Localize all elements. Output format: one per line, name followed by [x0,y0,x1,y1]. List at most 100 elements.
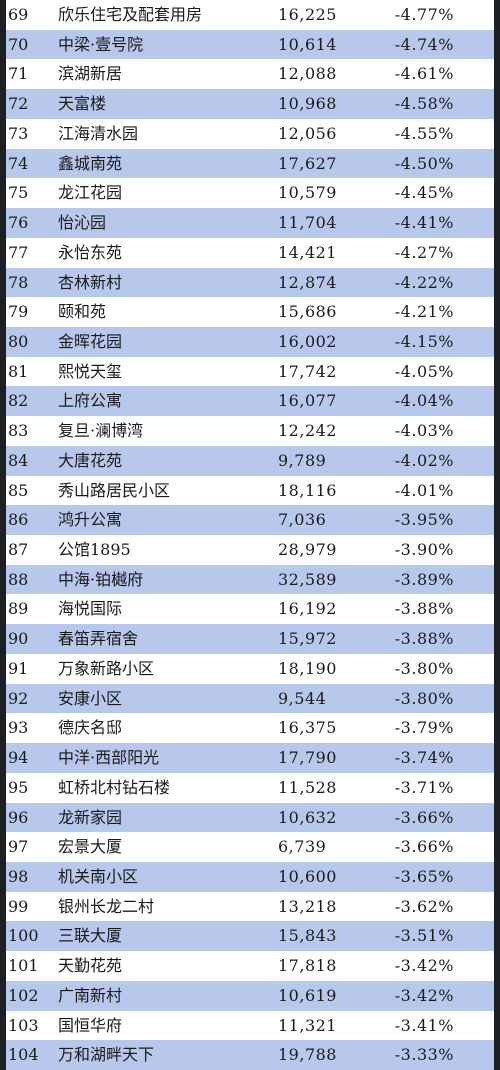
table-row: 84 大唐花苑 9,789 -4.02% [6,445,494,476]
cell-rank: 87 [8,540,29,559]
cell-change: -4.22% [394,272,454,292]
cell-price: 12,088 [278,64,337,84]
cell-rank: 85 [8,480,29,500]
cell-change: -4.04% [394,391,454,411]
cell-rank: 91 [8,658,29,678]
cell-change: -4.58% [394,94,454,114]
cell-name: 上府公寓 [58,391,123,411]
cell-price: 17,627 [278,153,337,173]
table-row: 73 江海清水园 12,056 -4.55% [6,119,494,149]
cell-name: 海悦国际 [58,599,123,619]
cell-change: -3.71% [394,777,454,797]
cell-change: -4.03% [394,421,454,441]
cell-name: 杏林新村 [58,272,123,292]
table-row: 89 海悦国际 16,192 -3.88% [6,594,494,624]
cell-rank: 81 [8,361,29,381]
cell-change: -3.41% [394,1015,454,1035]
cell-name: 德庆名邸 [58,718,123,738]
cell-price: 10,968 [278,94,337,114]
cell-name: 龙新家园 [58,807,123,827]
cell-change: -3.42% [394,985,454,1005]
cell-price: 13,218 [278,896,337,916]
table-row: 80 金晖花园 16,002 -4.15% [6,326,494,357]
table-row: 82 上府公寓 16,077 -4.04% [6,386,494,417]
cell-price: 17,818 [278,956,337,976]
cell-name: 金晖花园 [58,331,123,351]
cell-rank: 73 [8,123,29,143]
table-row: 77 永怡东苑 14,421 -4.27% [6,238,494,268]
cell-change: -4.74% [394,34,454,54]
cell-rank: 71 [8,64,29,84]
cell-name: 银州长龙二村 [58,896,155,916]
cell-price: 9,789 [278,450,327,470]
cell-name: 机关南小区 [58,866,139,886]
cell-rank: 72 [8,94,29,114]
table-row: 86 鸿升公寓 7,036 -3.95% [6,505,494,535]
cell-name: 国恒华府 [58,1015,123,1035]
table-row: 85 秀山路居民小区 18,116 -4.01% [6,476,494,506]
table-row: 93 德庆名邸 16,375 -3.79% [6,713,494,743]
cell-price: 15,843 [278,926,337,946]
cell-price: 10,600 [278,866,337,886]
cell-change: -4.55% [394,123,454,143]
table-row: 78 杏林新村 12,874 -4.22% [6,267,494,298]
cell-name: 怡沁园 [58,213,107,233]
table-row: 70 中梁·壹号院 10,614 -4.74% [6,29,494,60]
cell-rank: 93 [8,718,29,738]
table-row: 87 公馆1895 28,979 -3.90% [6,535,494,565]
cell-rank: 101 [8,956,39,976]
cell-change: -4.27% [394,242,454,262]
cell-change: -4.50% [394,153,454,173]
cell-change: -4.61% [394,64,454,84]
cell-price: 16,192 [278,599,337,619]
table-row: 71 滨湖新居 12,088 -4.61% [6,59,494,89]
cell-name: 安康小区 [58,688,123,708]
cell-change: -4.77% [394,5,454,24]
cell-name: 万和湖畔天下 [58,1045,155,1065]
table-row: 81 熙悦天玺 17,742 -4.05% [6,357,494,387]
cell-price: 11,704 [278,213,337,233]
cell-name: 复旦·澜博湾 [58,421,144,441]
cell-rank: 96 [8,807,29,827]
cell-rank: 70 [8,34,29,54]
cell-price: 28,979 [278,540,337,559]
cell-rank: 92 [8,688,29,708]
cell-price: 9,544 [278,688,327,708]
cell-rank: 74 [8,153,29,173]
cell-name: 公馆1895 [58,540,131,559]
cell-price: 12,056 [278,123,337,143]
cell-change: -4.21% [394,302,454,322]
cell-name: 大唐花苑 [58,450,123,470]
table-row: 104 万和湖畔天下 19,788 -3.33% [6,1040,494,1070]
cell-name: 中洋·西部阳光 [58,748,160,768]
cell-price: 16,077 [278,391,337,411]
cell-change: -3.62% [394,896,454,916]
cell-change: -4.01% [394,480,454,500]
cell-name: 中海·铂樾府 [58,569,144,589]
cell-rank: 77 [8,242,29,262]
cell-price: 11,528 [278,777,337,797]
cell-name: 欣乐住宅及配套用房 [58,5,203,24]
cell-price: 10,632 [278,807,337,827]
cell-rank: 83 [8,421,29,441]
cell-name: 龙江花园 [58,183,123,203]
cell-change: -3.74% [394,748,454,768]
cell-price: 12,874 [278,272,337,292]
table-row: 92 安康小区 9,544 -3.80% [6,683,494,714]
cell-change: -3.79% [394,718,454,738]
cell-name: 滨湖新居 [58,64,123,84]
cell-price: 10,614 [278,34,337,54]
cell-rank: 75 [8,183,29,203]
cell-rank: 84 [8,450,29,470]
cell-price: 16,002 [278,331,337,351]
cell-price: 11,321 [278,1015,337,1035]
cell-name: 宏景大厦 [58,837,123,857]
table-row: 98 机关南小区 10,600 -3.65% [6,861,494,892]
cell-change: -3.66% [394,807,454,827]
cell-rank: 90 [8,629,29,649]
cell-rank: 103 [8,1015,39,1035]
cell-name: 万象新路小区 [58,658,155,678]
cell-name: 天勤花苑 [58,956,123,976]
cell-change: -3.80% [394,658,454,678]
table-row: 103 国恒华府 11,321 -3.41% [6,1011,494,1041]
